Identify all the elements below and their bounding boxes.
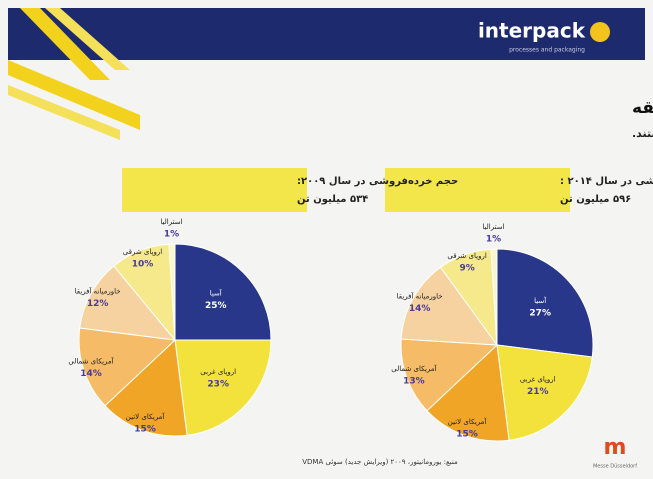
brand-mark: m [604,435,627,460]
chart-subtitle: ۵۹۶ میلیون تن [560,194,631,205]
slice-value: 1% [164,230,179,240]
slice-value: 9% [459,263,474,273]
title-box [385,168,570,212]
chart-subtitle: ۵۳۴ میلیون تن [297,194,368,205]
pie-slice [400,338,499,412]
pie-slice [426,343,510,442]
pie-slice [400,266,499,346]
pie-slice [490,248,498,346]
slice-label: اروپای شرقی [123,248,162,256]
brand: Messe Düsseldorf [593,464,637,470]
slice-label: اروپای غربی [520,376,556,384]
slice-label: آسیا [210,288,223,297]
header-band [8,8,645,60]
slice-label: استرالیا [160,218,182,226]
slice-value: 1% [486,235,501,245]
slice-label: اروپای شرقی [447,252,486,260]
pie-slice [496,248,594,358]
slide-title: صنعت غذاهای بسته بندی شده به تفکیک منطقه [632,98,653,118]
logo-mark [590,22,610,42]
chart-title: حجم خرده‌فروشی در سال ۲۰۱۴ : [560,176,653,187]
slice-value: 13% [403,376,425,386]
slice-value: 21% [527,387,549,397]
slice-label: آمریکای لاتین [448,417,488,426]
slice-value: 15% [456,430,478,440]
pie-slice [78,327,177,407]
slice-value: 15% [134,425,156,435]
slice-label: استرالیا [482,223,504,231]
slice-label: آمریکای شمالی [68,356,114,365]
source: منبع: یورومانیتور، ۲۰۰۹ (ویرایش جدید) سو… [302,458,458,466]
slice-value: 23% [207,380,229,390]
logo-sub: processes and packaging [509,47,585,54]
slice-value: 10% [132,259,154,269]
slice-value: 12% [87,299,109,309]
slice-label: اروپای غربی [200,368,236,376]
slice-label: خاورمیانه آفریقا [397,291,443,300]
title-box [122,168,307,212]
pie-slice [174,243,272,341]
pie-slice [79,265,177,341]
slice-label: آمریکای لاتین [126,412,166,421]
slice-label: خاورمیانه آفریقا [75,286,121,295]
slice-label: آمریکای شمالی [391,364,437,373]
slice-label: آسیا [534,296,547,305]
slice-value: 14% [80,369,102,379]
slice-value: 14% [409,304,431,314]
pie-slice [174,339,272,436]
chart-title: حجم خرده‌فروشی در سال ۲۰۰۹: [297,176,458,187]
slice-value: 27% [529,308,551,318]
pie-slice [168,243,176,341]
pie-slice [104,338,188,437]
stripes [8,8,140,140]
slice-value: 25% [205,301,227,311]
slide-subtitle: بازارها در حال جابجایی هستند. [632,127,653,140]
pie-slice [496,344,593,441]
logo: interpack [478,19,586,43]
